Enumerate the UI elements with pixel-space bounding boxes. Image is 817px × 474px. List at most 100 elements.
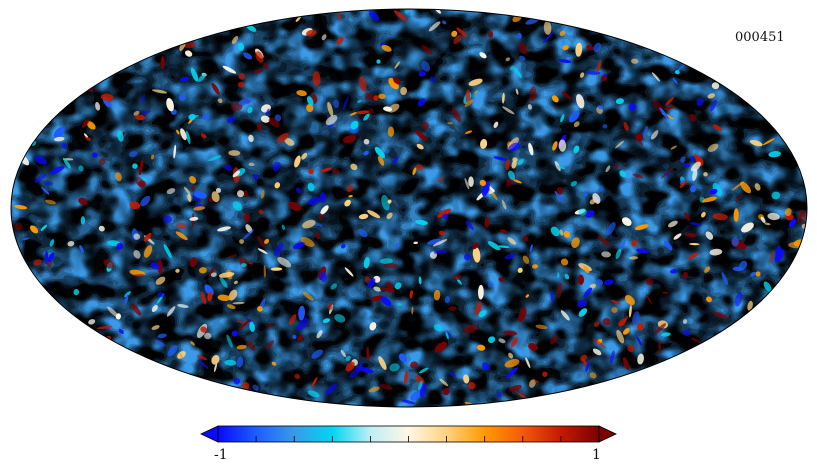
map-feature [691,161,701,172]
map-feature [631,58,639,64]
map-feature [542,371,548,377]
map-feature [632,311,640,325]
map-feature [505,57,511,62]
map-feature [615,248,622,260]
map-feature [689,113,697,122]
map-feature [573,145,580,154]
map-feature [295,187,302,194]
map-feature [629,256,639,260]
map-feature [502,106,515,115]
map-feature [98,225,105,232]
map-feature [233,377,241,385]
map-feature [529,244,533,253]
map-feature [332,168,340,175]
map-feature [95,101,101,111]
map-feature [133,250,141,259]
map-feature [348,195,353,198]
map-feature [623,121,629,131]
map-feature [306,96,314,106]
map-feature [248,262,254,265]
map-feature [618,318,627,327]
map-feature [614,164,619,169]
map-feature [763,281,772,292]
map-feature [54,136,65,142]
map-feature [570,180,578,187]
map-feature [14,222,23,231]
map-feature [301,152,308,160]
map-feature [432,239,448,247]
map-feature [515,88,519,95]
map-feature [464,99,474,107]
map-feature [506,367,518,379]
map-feature [769,249,774,264]
map-feature [131,303,142,316]
map-feature [634,224,649,230]
map-feature [750,271,756,277]
map-feature [163,215,172,224]
mollweide-map [11,9,807,407]
map-feature [316,330,323,339]
map-feature [488,31,494,38]
map-feature [429,76,436,83]
map-feature [404,9,409,14]
map-feature [451,108,462,123]
map-feature [627,345,635,352]
map-feature [311,377,318,388]
map-feature [602,318,611,326]
map-feature [701,211,706,218]
map-feature [49,239,55,247]
map-feature [689,242,700,246]
map-feature [463,374,470,384]
map-feature [373,286,381,292]
map-feature [340,349,347,358]
map-feature [418,276,422,285]
map-feature [599,186,604,193]
map-feature [83,133,88,138]
map-feature [200,326,208,333]
map-feature [631,239,637,247]
map-feature [645,277,654,286]
map-feature [474,301,482,316]
map-feature [438,230,446,236]
map-feature [155,276,166,285]
map-feature [167,345,178,357]
map-feature [228,254,238,259]
map-feature [306,103,314,113]
map-feature [260,115,271,123]
map-feature [385,149,390,154]
map-feature [346,184,354,193]
map-feature [683,329,691,337]
map-feature [238,73,246,80]
map-feature [702,196,717,203]
map-feature [667,220,678,228]
map-feature [493,121,499,128]
map-feature [731,237,739,247]
map-feature [157,291,165,298]
map-feature [434,341,447,353]
map-feature [525,294,530,298]
map-feature [692,169,698,181]
map-feature [302,291,314,301]
map-feature [571,237,580,249]
map-feature [358,213,369,220]
map-feature [336,36,344,45]
map-feature [690,156,696,163]
map-feature [247,106,253,114]
map-feature [143,232,152,242]
map-feature [311,349,323,359]
map-feature [517,32,522,39]
map-feature [284,137,295,146]
map-feature [593,321,600,328]
map-feature [550,335,558,345]
map-feature [421,45,433,55]
map-feature [78,197,88,205]
map-feature [150,154,155,160]
map-feature [157,259,163,274]
map-feature [415,219,428,225]
map-feature [342,96,349,111]
map-feature [595,279,604,286]
map-feature [173,144,177,159]
map-feature [67,241,75,247]
map-feature [242,229,254,240]
map-feature [415,164,424,171]
